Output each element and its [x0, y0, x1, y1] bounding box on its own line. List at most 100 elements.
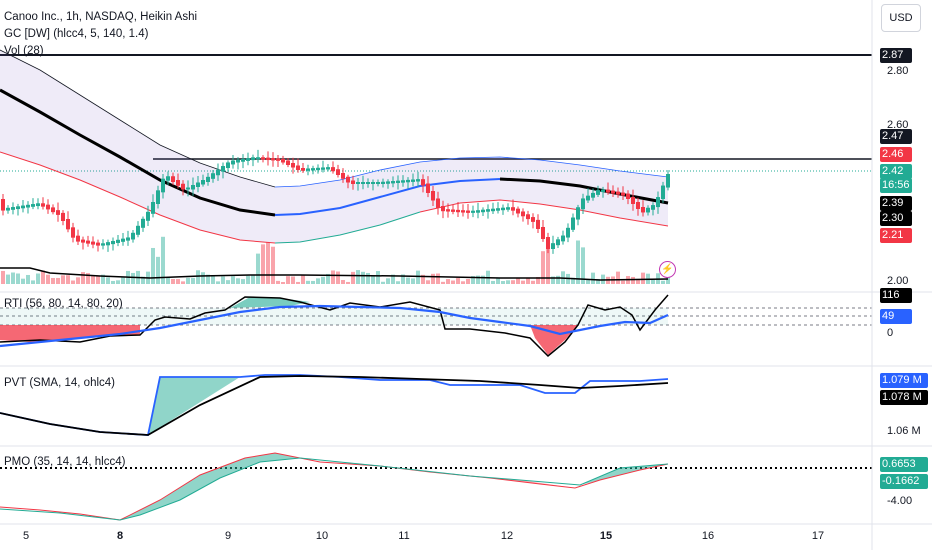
candle-body	[376, 182, 380, 184]
rti-pane	[0, 294, 872, 358]
volume-bar	[6, 274, 10, 284]
symbol-legend[interactable]: Canoo Inc., 1h, NASDAQ, Heikin Ashi	[4, 11, 198, 23]
volume-bar	[396, 281, 400, 284]
volume-bar	[546, 238, 550, 284]
volume-bar	[91, 275, 95, 284]
candle-body	[91, 241, 95, 245]
candle-body	[546, 237, 550, 249]
candle-body	[396, 180, 400, 184]
volume-bar	[231, 276, 235, 284]
volume-bar	[21, 278, 25, 284]
candle-body	[341, 173, 345, 179]
price-tag-upper-band: 2.46	[880, 147, 912, 162]
volume-bar	[521, 280, 525, 284]
volume-bar	[36, 273, 40, 284]
candle-body	[431, 191, 435, 201]
candle-body	[516, 208, 520, 214]
volume-bar	[441, 281, 445, 284]
volume-bar	[116, 280, 120, 284]
candle-body	[151, 202, 155, 214]
candle-body	[581, 198, 585, 210]
volume-bar	[216, 281, 220, 284]
candle-body	[16, 206, 20, 210]
volume-bar	[341, 279, 345, 284]
candle-body	[306, 168, 310, 171]
volume-bar	[581, 247, 585, 284]
volume-bar	[291, 276, 295, 284]
volume-bar	[576, 240, 580, 284]
pvt-legend[interactable]: PVT (SMA, 14, ohlc4)	[4, 377, 115, 389]
volume-bar	[366, 272, 370, 284]
candle-body	[646, 207, 650, 213]
candle-body	[1, 199, 5, 211]
candle-body	[661, 185, 665, 200]
bar-countdown: 16:56	[880, 178, 912, 193]
time-label: 15	[599, 530, 613, 542]
volume-bar	[361, 271, 365, 284]
rti-oversold-fill	[0, 325, 140, 342]
lightning-icon[interactable]: ⚡	[659, 261, 676, 278]
candle-body	[111, 240, 115, 245]
time-label: 9	[224, 530, 232, 542]
pvt-tag-value: 1.078 M	[880, 390, 928, 405]
candle-body	[656, 197, 660, 208]
volume-bar	[206, 274, 210, 284]
candle-body	[66, 219, 70, 230]
candle-body	[116, 239, 120, 243]
pmo-legend[interactable]: PMO (35, 14, 14, hlcc4)	[4, 456, 126, 468]
volume-legend[interactable]: Vol (28)	[4, 45, 44, 57]
volume-bar	[166, 277, 170, 284]
candle-body	[486, 209, 490, 212]
volume-bar	[261, 244, 265, 284]
gc-indicator-legend[interactable]: GC [DW] (hlcc4, 5, 140, 1.4)	[4, 28, 149, 40]
volume-bar	[226, 280, 230, 284]
volume-bar	[526, 278, 530, 284]
candle-body	[21, 205, 25, 209]
volume-bar	[201, 272, 205, 284]
volume-bar	[496, 277, 500, 284]
candle-body	[346, 176, 350, 183]
candle-body	[221, 166, 225, 172]
pmo-tag-value: 0.6653	[880, 457, 928, 472]
volume-bar	[661, 280, 665, 284]
candle-body	[326, 167, 330, 170]
candle-body	[61, 212, 65, 221]
candle-body	[166, 176, 170, 181]
volume-bar	[531, 280, 535, 284]
volume-bar	[66, 275, 70, 284]
candle-body	[331, 167, 335, 172]
candle-body	[161, 178, 165, 193]
candle-body	[261, 157, 265, 160]
volume-bar	[156, 256, 160, 284]
candle-body	[31, 204, 35, 207]
pmo-up-fill	[580, 464, 668, 485]
candle-body	[256, 157, 260, 160]
candle-body	[636, 202, 640, 209]
volume-bar	[101, 274, 105, 284]
currency-button[interactable]: USD	[881, 4, 921, 32]
candle-body	[86, 240, 90, 244]
pmo-tick: -4.00	[887, 495, 913, 507]
volume-bar	[181, 281, 185, 284]
candle-body	[131, 232, 135, 240]
rti-tag-value: 116	[880, 288, 912, 303]
volume-bar	[76, 277, 80, 284]
volume-bar	[271, 246, 275, 284]
volume-bar	[306, 280, 310, 284]
volume-bar	[386, 278, 390, 284]
rti-tick: 0	[887, 327, 894, 339]
rti-legend[interactable]: RTI (56, 80, 14, 80, 20)	[4, 298, 123, 310]
candle-body	[176, 180, 180, 186]
volume-bar	[586, 278, 590, 284]
pmo-signal-line	[0, 457, 669, 521]
volume-bar	[426, 280, 430, 284]
volume-bar	[236, 278, 240, 284]
candle-body	[496, 208, 500, 211]
channel-midline-down	[499, 177, 669, 205]
rti-line	[0, 294, 669, 358]
candle-body	[666, 174, 670, 188]
volume-bar	[41, 270, 45, 284]
candle-body	[351, 180, 355, 184]
volume-bar	[466, 278, 470, 284]
